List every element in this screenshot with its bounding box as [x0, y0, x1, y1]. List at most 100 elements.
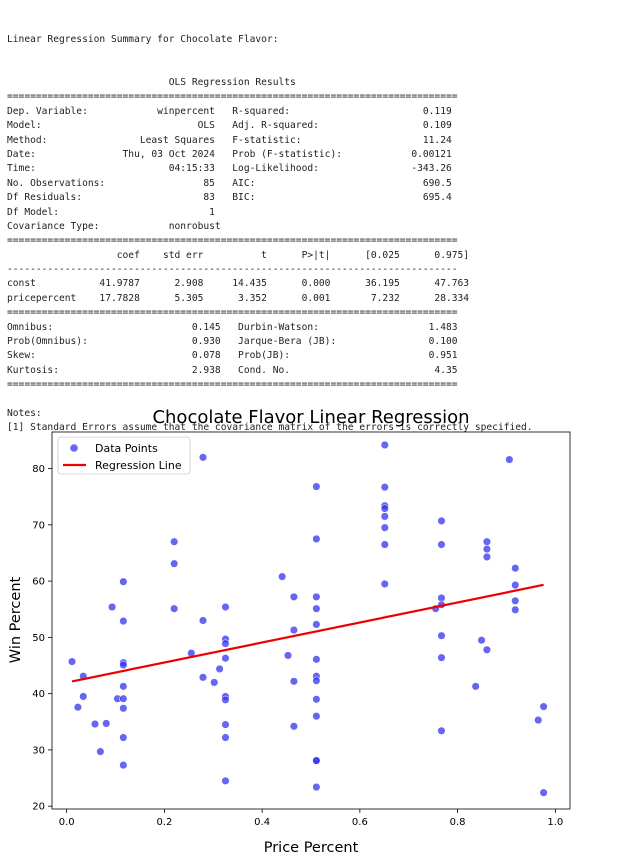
- report-line: coef std err t P>|t| [0.025 0.975]: [7, 249, 470, 261]
- data-point: [221, 639, 230, 648]
- data-point: [380, 483, 389, 492]
- data-point: [437, 593, 446, 603]
- data-point: [119, 682, 128, 691]
- data-point: [511, 596, 520, 605]
- data-point: [312, 712, 321, 721]
- y-axis-label: Win Percent: [8, 576, 24, 663]
- data-point: [108, 602, 117, 612]
- data-point: [437, 540, 446, 549]
- data-point: [312, 604, 321, 613]
- report-line: Kurtosis: 2.938 Cond. No. 4.35: [7, 364, 458, 376]
- data-point: [312, 756, 321, 765]
- data-point: [380, 504, 389, 513]
- data-point: [96, 747, 105, 756]
- x-tick-label: 0.0: [59, 817, 75, 828]
- data-point: [312, 620, 321, 629]
- legend-box: [57, 436, 191, 475]
- data-point: [73, 703, 82, 712]
- data-point: [289, 592, 298, 601]
- x-tick-label: 1.0: [547, 817, 563, 828]
- data-point: [437, 726, 446, 735]
- data-point: [119, 704, 128, 713]
- report-line: Omnibus: 0.145 Durbin-Watson: 1.483: [7, 321, 458, 333]
- data-point: [79, 692, 88, 701]
- data-point: [67, 657, 77, 666]
- report-line: Skew: 0.078 Prob(JB): 0.951: [7, 350, 458, 362]
- data-point: [312, 482, 321, 491]
- data-point: [119, 617, 128, 626]
- legend-marker-data-points: [70, 444, 78, 452]
- report-line: Notes:: [7, 408, 42, 419]
- y-tick-label: 50: [32, 633, 45, 644]
- scatter-regression-chart: Chocolate Flavor Linear Regression 0.0 0.…: [8, 407, 571, 856]
- data-point: [170, 604, 179, 613]
- data-point: [539, 788, 548, 797]
- data-point: [511, 605, 520, 614]
- data-point: [380, 523, 389, 532]
- x-tick-label: 0.6: [352, 817, 368, 828]
- regression-summary-report: Linear Regression Summary for Chocolate …: [7, 4, 617, 450]
- report-line: Df Residuals: 83 BIC: 695.4: [7, 192, 452, 204]
- plot-area: 0.0 0.2 0.4 0.6 0.8 1.0 20 30 40 50 60 70 80 Data Poi…: [32, 431, 571, 828]
- data-point: [471, 682, 480, 691]
- data-point: [380, 579, 389, 588]
- report-heading: Linear Regression Summary for Chocolate …: [7, 33, 279, 45]
- report-line: ========================================…: [7, 91, 458, 103]
- data-point: [210, 678, 219, 687]
- y-tick-label: 60: [32, 577, 45, 588]
- legend-label-regression-line: Regression Line: [95, 459, 182, 472]
- data-point: [505, 455, 514, 464]
- data-point: [477, 636, 486, 645]
- data-point: [482, 537, 491, 546]
- data-point: [482, 552, 491, 561]
- data-point: [312, 695, 321, 704]
- chart-title: Chocolate Flavor Linear Regression: [152, 407, 469, 428]
- data-point: [198, 616, 208, 625]
- data-point: [119, 577, 128, 586]
- data-point: [170, 537, 179, 546]
- data-point: [289, 677, 298, 686]
- data-point: [119, 660, 128, 670]
- data-point: [102, 719, 111, 728]
- data-point: [221, 733, 230, 742]
- report-line: Dep. Variable: winpercent R-squared: 0.1…: [7, 105, 452, 117]
- data-point: [380, 540, 389, 549]
- data-point: [198, 453, 208, 462]
- x-axis-label: Price Percent: [264, 840, 359, 856]
- data-point: [482, 544, 491, 554]
- data-point: [534, 716, 543, 725]
- data-point: [312, 655, 321, 664]
- x-tick-label: 0.2: [156, 817, 172, 828]
- data-point: [215, 664, 224, 673]
- data-point: [312, 592, 321, 601]
- data-point: [119, 694, 128, 703]
- plot-frame: [51, 431, 571, 810]
- data-point: [278, 572, 287, 581]
- y-tick-label: 30: [32, 745, 45, 756]
- report-line: ========================================…: [7, 235, 458, 247]
- data-point: [380, 440, 389, 449]
- report-line: [1] Standard Errors assume that the cova…: [7, 422, 533, 434]
- data-point: [221, 654, 230, 663]
- legend-label-data-points: Data Points: [95, 442, 158, 455]
- report-line: ========================================…: [7, 379, 458, 391]
- report-body: OLS Regression Results =================…: [7, 76, 617, 436]
- data-point: [437, 653, 446, 662]
- data-point: [511, 581, 520, 590]
- data-point: [221, 695, 230, 704]
- report-line: Method: Least Squares F-statistic: 11.24: [7, 134, 452, 146]
- data-point: [170, 559, 179, 568]
- data-point: [90, 719, 100, 729]
- report-line: Time: 04:15:33 Log-Likelihood: -343.26: [7, 163, 452, 175]
- data-point: [312, 676, 321, 685]
- report-line: Df Model: 1: [7, 206, 452, 218]
- report-line: Covariance Type: nonrobust: [7, 220, 458, 232]
- data-point: [119, 761, 128, 770]
- x-tick-label: 0.8: [450, 817, 466, 828]
- y-tick-label: 80: [32, 464, 45, 475]
- report-line: No. Observations: 85 AIC: 690.5: [7, 177, 452, 189]
- data-point: [198, 673, 208, 682]
- report-line: Date: Thu, 03 Oct 2024 Prob (F-statistic…: [7, 148, 452, 160]
- report-line: pricepercent 17.7828 5.305 3.352 0.001 7…: [7, 292, 470, 304]
- report-line: Model: OLS Adj. R-squared: 0.109: [7, 120, 452, 132]
